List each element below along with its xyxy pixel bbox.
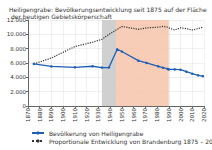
svg-text:2.000: 2.000: [10, 89, 26, 95]
svg-text:Bevölkerung von Heiligengrabe: Bevölkerung von Heiligengrabe: [49, 130, 144, 138]
svg-text:6.000: 6.000: [10, 60, 26, 66]
svg-text:1940: 1940: [107, 108, 113, 122]
svg-text:Proportionale Entwicklung von: Proportionale Entwicklung von Brandenbur…: [49, 138, 212, 146]
svg-text:0: 0: [22, 103, 26, 109]
svg-text:der heutigen Gebietskörperscha: der heutigen Gebietskörperschaft: [9, 13, 113, 21]
svg-text:2020: 2020: [201, 108, 207, 122]
svg-text:1970: 1970: [142, 108, 148, 122]
svg-text:10.000: 10.000: [7, 31, 27, 37]
svg-text:1930: 1930: [95, 108, 101, 122]
svg-text:1910: 1910: [72, 108, 78, 122]
svg-text:1950: 1950: [119, 108, 125, 122]
svg-text:1890: 1890: [48, 108, 54, 122]
svg-text:8.000: 8.000: [10, 46, 26, 52]
svg-text:1880: 1880: [37, 108, 43, 122]
svg-text:1990: 1990: [166, 108, 172, 122]
svg-text:12.000: 12.000: [6, 17, 26, 23]
svg-text:2010: 2010: [189, 108, 195, 122]
svg-text:1920: 1920: [84, 108, 90, 122]
svg-text:2000: 2000: [178, 108, 184, 122]
svg-text:1980: 1980: [154, 108, 160, 122]
svg-text:1870: 1870: [25, 108, 31, 122]
svg-text:1900: 1900: [60, 108, 66, 122]
svg-text:Heiligengrabe: Bevölkerungsent: Heiligengrabe: Bevölkerungsentwicklung s…: [9, 6, 207, 13]
svg-text:4.000: 4.000: [10, 74, 26, 80]
svg-text:1960: 1960: [131, 108, 137, 122]
